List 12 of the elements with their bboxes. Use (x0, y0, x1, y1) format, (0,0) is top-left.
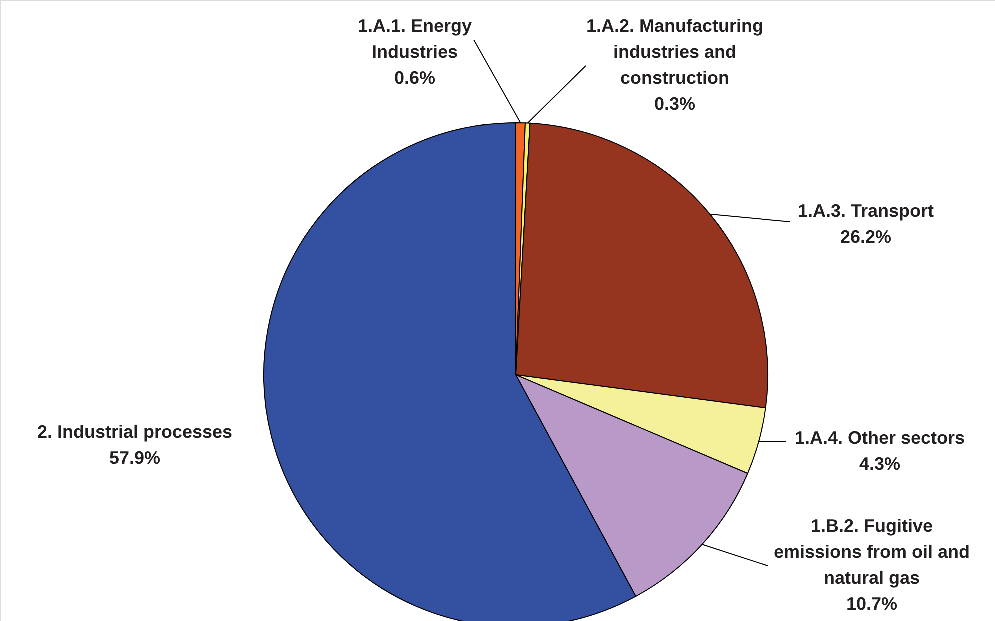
data-label: 10.7% (846, 594, 898, 614)
data-label: 4.3% (859, 454, 901, 474)
data-label: 57.9% (109, 448, 161, 468)
data-label: 0.6% (394, 68, 436, 88)
slice-label: 1.A.2. Manufacturing industries and construction (586, 16, 764, 88)
data-label: 0.3% (654, 94, 696, 114)
slice-label: 2. Industrial processes (37, 422, 233, 442)
slice-label: 1.A.1. Energy Industries (358, 16, 472, 62)
slice-label: 1.B.2. Fugitive emissions from oil and natural gas (774, 516, 970, 588)
data-label: 26.2% (840, 227, 892, 247)
slice-label: 1.A.4. Other sectors (794, 428, 966, 448)
slice-label: 1.A.3. Transport (798, 201, 934, 221)
